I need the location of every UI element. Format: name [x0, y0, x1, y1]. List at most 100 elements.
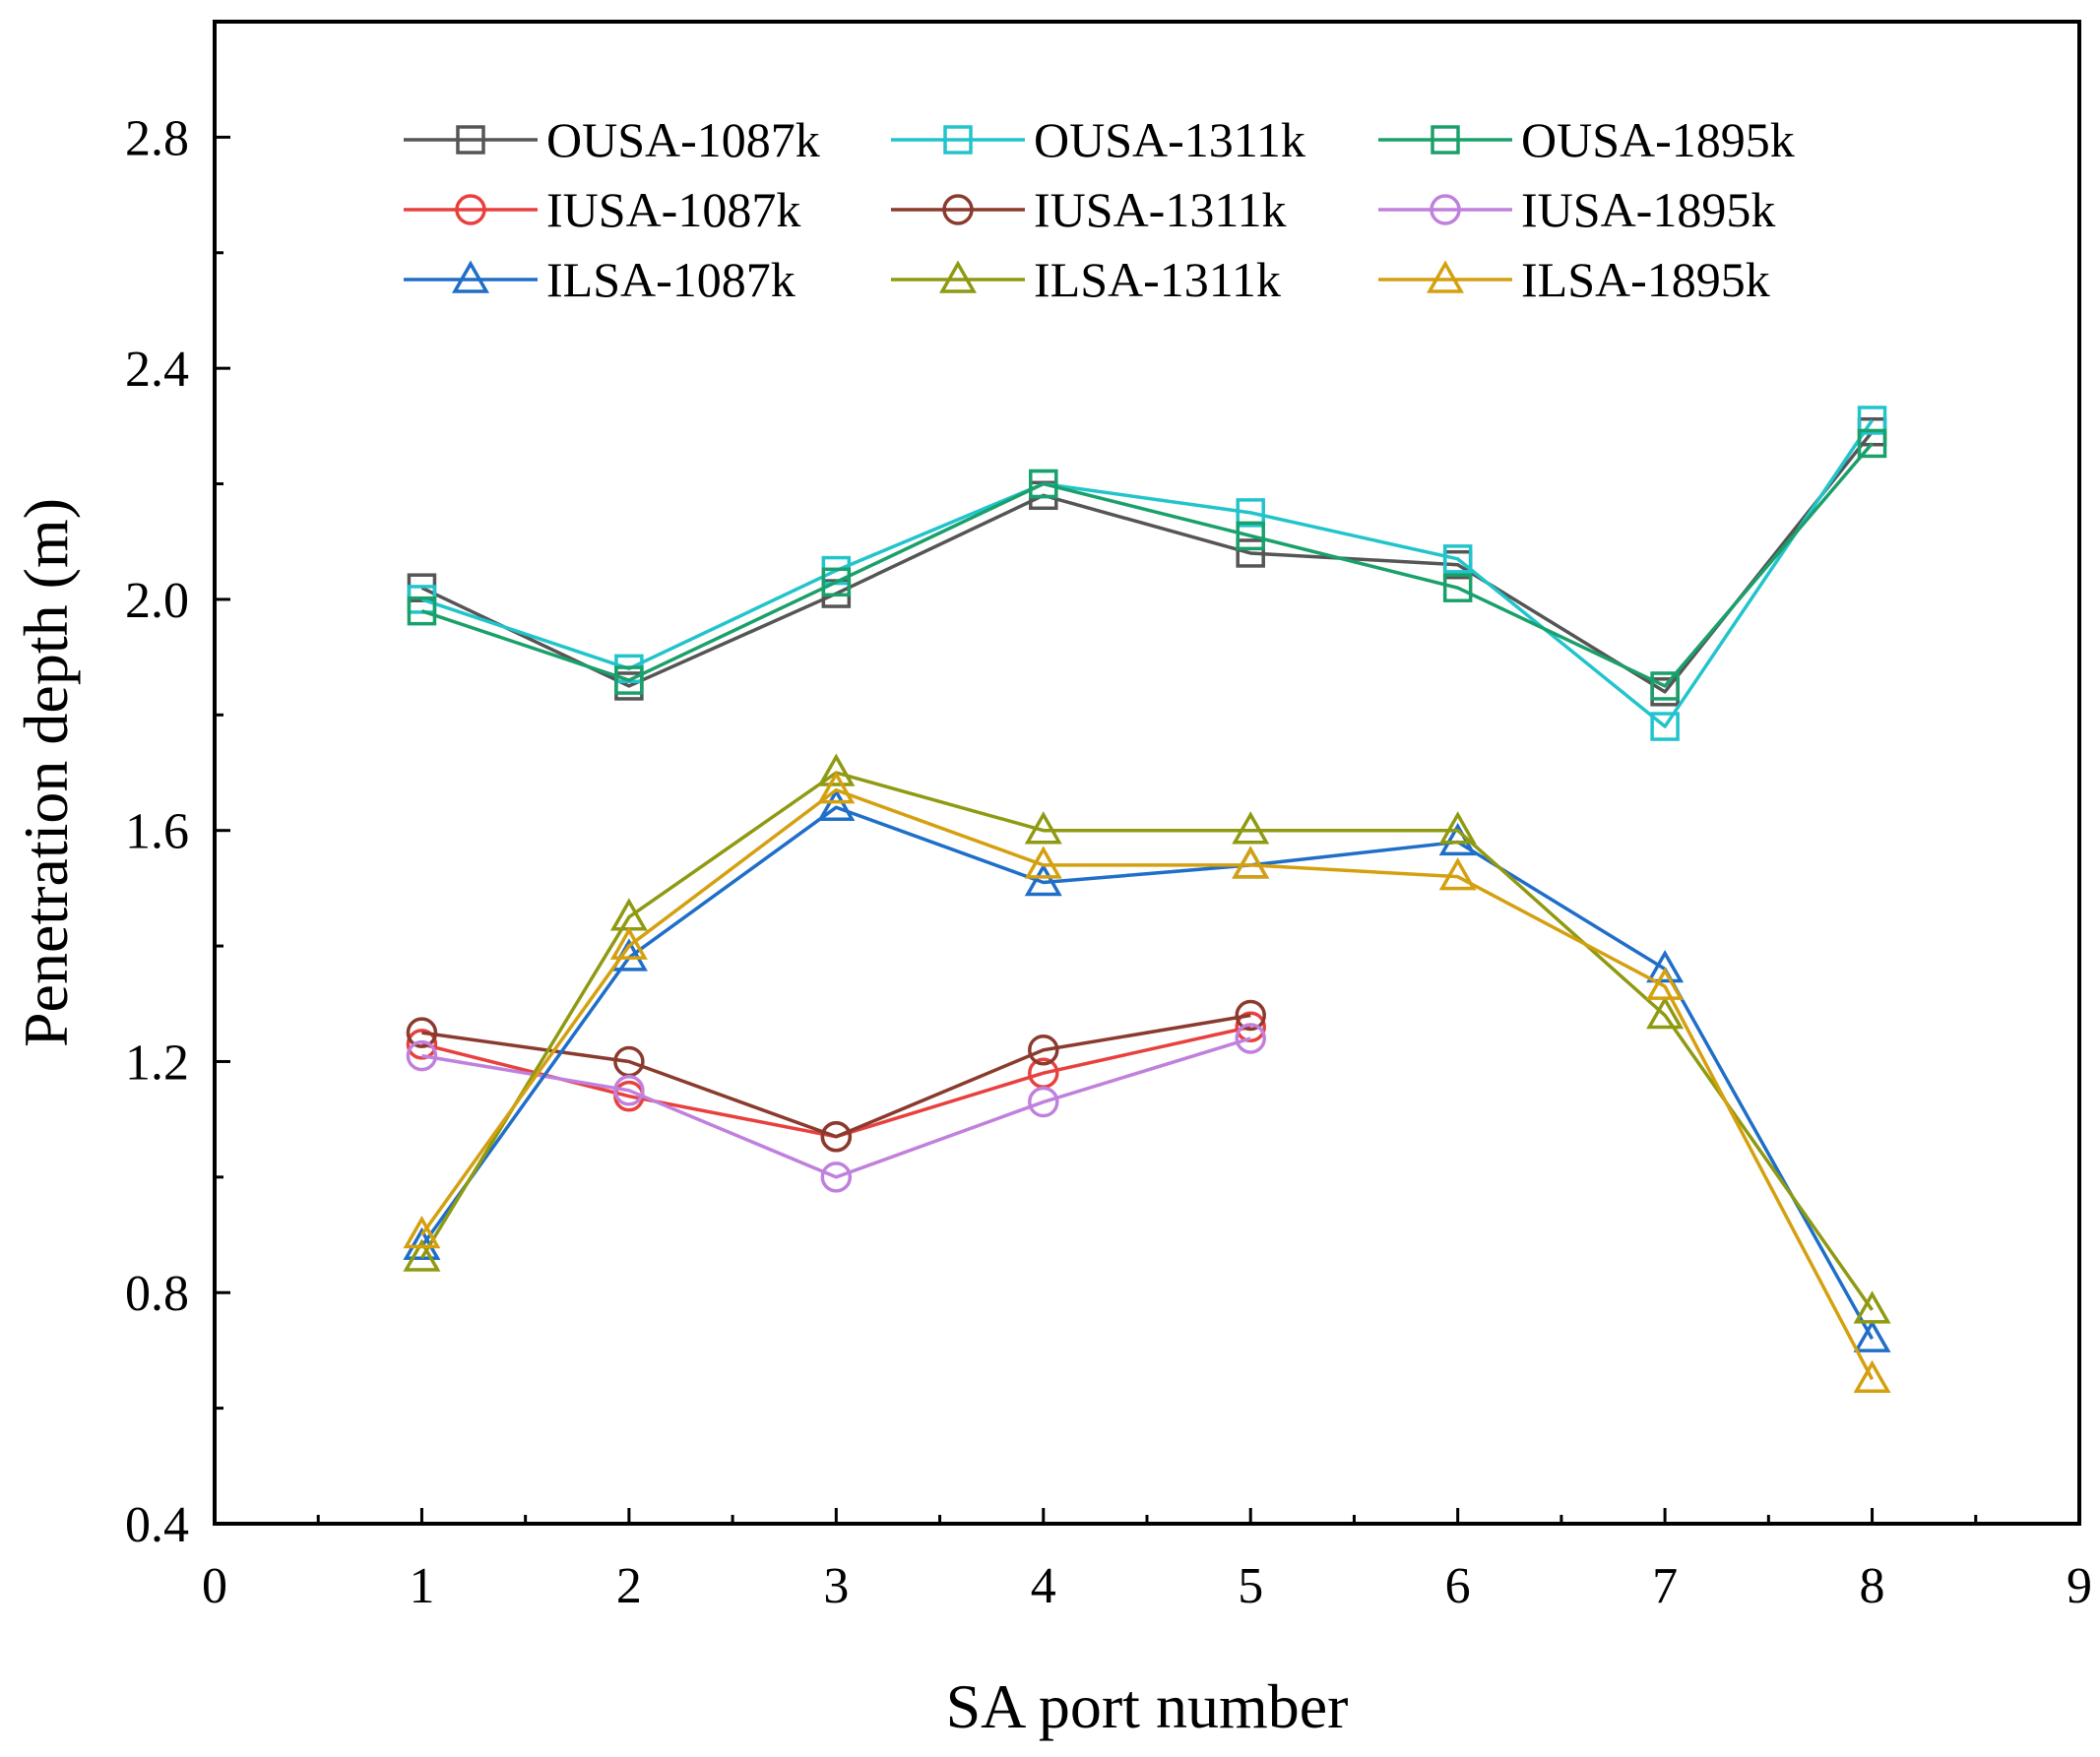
data-point	[1024, 846, 1062, 879]
legend-marker	[451, 260, 490, 293]
legend-item: ILSA-1895k	[1378, 252, 1770, 307]
data-point	[614, 665, 644, 695]
data-point	[609, 926, 648, 960]
legend-item: OUSA-1311k	[891, 112, 1305, 167]
y-tick-label: 2.4	[125, 342, 189, 398]
legend-item: IUSA-1895k	[1378, 182, 1775, 237]
legend-label: OUSA-1895k	[1521, 112, 1795, 167]
data-point	[1235, 1011, 1266, 1042]
data-point	[406, 1017, 438, 1048]
series-ilsa-1311k	[403, 753, 1891, 1324]
x-tick-label: 0	[202, 1558, 227, 1614]
x-tick-label: 2	[616, 1558, 642, 1614]
data-point	[1853, 1359, 1891, 1394]
legend-marker	[1431, 125, 1460, 155]
y-tick-label: 2.0	[125, 573, 189, 629]
data-point	[1236, 498, 1265, 528]
data-point	[1857, 406, 1887, 435]
series-ousa-1895k	[407, 428, 1887, 701]
data-point	[1442, 573, 1473, 602]
ticks-layer: 0 1 2 3 4 5 6 7 8 9 0.4 0.8 1.2 1.6 2.0 2.4 2.8	[125, 20, 2092, 1614]
data-point	[613, 1075, 645, 1106]
x-tick-label: 5	[1238, 1558, 1263, 1614]
data-point	[1024, 811, 1062, 845]
data-point	[1024, 862, 1062, 897]
data-point	[406, 1039, 438, 1072]
data-point	[1857, 428, 1887, 459]
legend-item: IUSA-1087k	[404, 182, 800, 237]
legend-label: OUSA-1311k	[1034, 112, 1305, 167]
legend-marker	[1430, 194, 1461, 225]
data-point	[817, 787, 856, 821]
x-tick-label: 4	[1031, 1558, 1056, 1614]
data-point	[1236, 538, 1265, 568]
x-tick-label: 1	[409, 1558, 434, 1614]
legend-marker	[943, 125, 973, 155]
series-ilsa-1895k	[403, 771, 1891, 1394]
y-tick-label: 1.6	[125, 804, 189, 860]
legend-label: IUSA-1311k	[1034, 182, 1286, 237]
data-point	[1028, 1086, 1059, 1118]
x-tick-label: 8	[1860, 1558, 1885, 1614]
data-point	[1853, 1290, 1891, 1324]
data-point	[820, 1121, 853, 1153]
legend-item: IUSA-1311k	[891, 182, 1286, 237]
series-layer	[403, 406, 1891, 1394]
series-line	[420, 787, 1875, 1381]
legend-marker	[456, 125, 485, 155]
series-line	[419, 771, 1874, 1311]
legend-label: IUSA-1087k	[546, 182, 800, 237]
data-point	[407, 596, 437, 626]
series-line	[421, 1036, 1251, 1179]
legend-item: ILSA-1087k	[404, 252, 795, 307]
y-tick-label: 0.4	[125, 1497, 189, 1553]
data-point	[1438, 822, 1477, 856]
series-line	[420, 442, 1874, 688]
data-point	[1028, 1034, 1059, 1066]
series-iusa-1895k	[406, 1023, 1266, 1193]
data-point	[1646, 950, 1685, 983]
data-point	[820, 1161, 853, 1193]
data-point	[1236, 521, 1265, 551]
series-ousa-1087k	[407, 416, 1887, 707]
y-tick-label: 1.2	[125, 1035, 189, 1091]
legend: OUSA-1087k OUSA-1311k OUSA-1895k IUSA-1087k…	[404, 112, 1795, 307]
data-point	[1438, 811, 1477, 845]
x-tick-label: 6	[1445, 1558, 1471, 1614]
series-line	[420, 805, 1875, 1341]
legend-label: ILSA-1895k	[1521, 252, 1770, 307]
x-axis-title: SA port number	[946, 1671, 1349, 1741]
x-tick-label: 7	[1652, 1558, 1678, 1614]
legend-item: ILSA-1311k	[891, 252, 1281, 307]
data-point	[403, 1238, 441, 1272]
series-line	[421, 1025, 1251, 1139]
x-tick-label: 3	[823, 1558, 849, 1614]
legend-item: OUSA-1087k	[404, 112, 820, 167]
data-point	[1650, 712, 1680, 741]
legend-label: OUSA-1087k	[546, 112, 820, 167]
x-tick-label: 9	[2067, 1558, 2092, 1614]
data-point	[1853, 1319, 1891, 1352]
y-tick-label: 2.8	[125, 110, 189, 166]
series-line	[420, 418, 1875, 728]
data-point	[406, 1029, 438, 1060]
data-point	[1646, 995, 1685, 1030]
data-point	[1029, 469, 1058, 499]
data-point	[1438, 857, 1477, 891]
data-point	[817, 753, 856, 786]
legend-marker	[1426, 260, 1465, 293]
data-point	[1235, 999, 1266, 1032]
data-point	[1232, 846, 1270, 879]
series-line	[420, 430, 1874, 694]
data-point	[821, 567, 852, 597]
legend-marker	[455, 194, 486, 225]
legend-marker	[942, 194, 974, 225]
legend-item: OUSA-1895k	[1378, 112, 1795, 167]
data-point	[1650, 671, 1680, 701]
data-point	[1646, 967, 1685, 1000]
legend-label: IUSA-1895k	[1521, 182, 1775, 237]
data-point	[1235, 1023, 1266, 1054]
data-point	[1442, 544, 1473, 574]
y-tick-label: 0.8	[125, 1266, 189, 1322]
legend-label: ILSA-1087k	[546, 252, 795, 307]
